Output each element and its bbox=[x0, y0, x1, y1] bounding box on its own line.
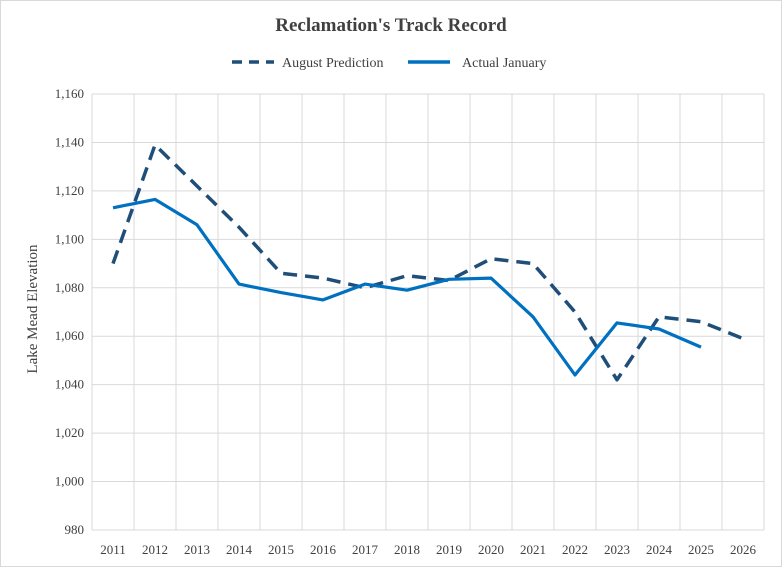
y-tick-label: 1,020 bbox=[55, 425, 84, 440]
y-tick-label: 1,100 bbox=[55, 231, 84, 246]
x-tick-label: 2022 bbox=[562, 542, 588, 557]
x-tick-label: 2012 bbox=[142, 542, 168, 557]
x-tick-label: 2014 bbox=[226, 542, 253, 557]
legend-label: Actual January bbox=[462, 56, 546, 71]
x-tick-label: 2025 bbox=[688, 542, 714, 557]
y-tick-label: 1,120 bbox=[55, 183, 84, 198]
y-tick-label: 1,040 bbox=[55, 377, 84, 392]
x-tick-label: 2020 bbox=[478, 542, 504, 557]
y-tick-label: 1,080 bbox=[55, 280, 84, 295]
x-tick-label: 2024 bbox=[646, 542, 673, 557]
x-tick-label: 2017 bbox=[352, 542, 379, 557]
x-tick-label: 2015 bbox=[268, 542, 294, 557]
legend-item: August Prediction bbox=[232, 56, 384, 71]
legend-label: August Prediction bbox=[282, 56, 384, 71]
y-tick-label: 1,140 bbox=[55, 134, 84, 149]
y-axis-label: Lake Mead Elevation bbox=[25, 244, 41, 374]
chart-title: Reclamation's Track Record bbox=[275, 15, 507, 36]
legend-item: Actual January bbox=[408, 56, 546, 71]
x-tick-label: 2016 bbox=[310, 542, 337, 557]
y-tick-label: 1,160 bbox=[55, 86, 84, 101]
x-tick-label: 2018 bbox=[394, 542, 420, 557]
y-tick-label: 1,060 bbox=[55, 328, 84, 343]
august-prediction-line bbox=[111, 143, 744, 382]
grid bbox=[91, 93, 765, 531]
x-tick-label: 2023 bbox=[604, 542, 630, 557]
y-tick-label: 980 bbox=[65, 522, 85, 537]
x-tick-label: 2026 bbox=[730, 542, 757, 557]
x-tick-label: 2013 bbox=[184, 542, 210, 557]
series-layer bbox=[111, 143, 744, 382]
x-tick-label: 2011 bbox=[100, 542, 126, 557]
actual-january-line bbox=[112, 197, 702, 377]
x-axis-ticks: 2011 2012 2013 2014 2015 2016 2017 2018 2019 2020… bbox=[100, 542, 756, 557]
y-tick-label: 1,000 bbox=[55, 474, 84, 489]
y-axis-ticks: 980 1,000 1,020 1,040 1,060 1,080 1,100 1,120 1,… bbox=[55, 86, 84, 537]
legend: August Prediction Actual January bbox=[232, 56, 546, 71]
x-tick-label: 2019 bbox=[436, 542, 462, 557]
x-tick-label: 2021 bbox=[520, 542, 546, 557]
